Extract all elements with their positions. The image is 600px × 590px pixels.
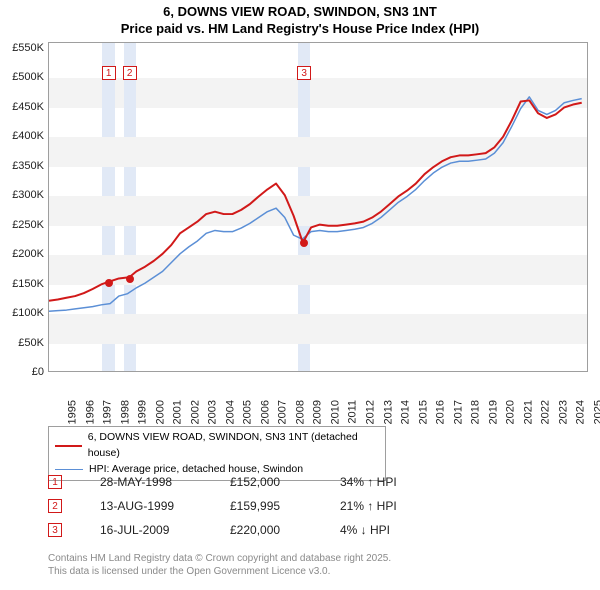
x-tick-label: 1998: [119, 400, 131, 424]
plot-area: 12 3: [48, 42, 588, 372]
chart: 12 3 £0 £50K £100K £150K £200K £250K £300K £350K…: [6, 42, 594, 420]
x-tick-label: 2003: [207, 400, 219, 424]
x-tick-label: 2006: [259, 400, 271, 424]
sale-dot: [300, 239, 308, 247]
x-tick-label: 2014: [400, 400, 412, 424]
x-tick-label: 2025: [592, 400, 600, 424]
x-tick-label: 1995: [66, 400, 78, 424]
x-tick-label: 2021: [522, 400, 534, 424]
sales-row-marker: 3: [48, 523, 62, 537]
sale-dot: [126, 275, 134, 283]
attribution-line-2: This data is licensed under the Open Gov…: [48, 565, 391, 578]
y-tick-label: £150K: [4, 278, 44, 290]
x-tick-label: 2005: [242, 400, 254, 424]
sale-marker-box: 1: [102, 66, 116, 80]
y-tick-label: £100K: [4, 307, 44, 319]
y-tick-label: £450K: [4, 101, 44, 113]
title-line-2: Price paid vs. HM Land Registry's House …: [0, 21, 600, 38]
attribution: Contains HM Land Registry data © Crown c…: [48, 552, 391, 578]
x-tick-label: 1997: [102, 400, 114, 424]
sales-table: 1 28-MAY-1998£152,00034% ↑ HPI 2 13-AUG-199…: [48, 470, 450, 542]
x-tick-label: 2024: [575, 400, 587, 424]
sale-marker-box: 2: [123, 66, 137, 80]
series-price_paid: [49, 100, 582, 300]
sales-row-price: £220,000: [230, 523, 340, 537]
legend-row: 6, DOWNS VIEW ROAD, SWINDON, SN3 1NT (de…: [55, 430, 379, 462]
x-tick-label: 2008: [294, 400, 306, 424]
x-tick-label: 2009: [312, 400, 324, 424]
sales-row-date: 16-JUL-2009: [100, 523, 230, 537]
x-tick-label: 2010: [329, 400, 341, 424]
x-tick-label: 2007: [277, 400, 289, 424]
sales-row-delta: 34% ↑ HPI: [340, 475, 450, 489]
x-tick-label: 2022: [540, 400, 552, 424]
chart-lines-svg: [49, 43, 587, 371]
y-tick-label: £0: [4, 366, 44, 378]
sales-row: 3 16-JUL-2009£220,0004% ↓ HPI: [48, 518, 450, 542]
y-tick-label: £350K: [4, 160, 44, 172]
attribution-line-1: Contains HM Land Registry data © Crown c…: [48, 552, 391, 565]
sale-marker-box: 3: [297, 66, 311, 80]
sales-row-price: £152,000: [230, 475, 340, 489]
x-tick-label: 2018: [470, 400, 482, 424]
x-tick-label: 2001: [172, 400, 184, 424]
x-tick-label: 2016: [435, 400, 447, 424]
x-tick-label: 2023: [557, 400, 569, 424]
x-tick-label: 2011: [346, 400, 358, 424]
sales-row-date: 28-MAY-1998: [100, 475, 230, 489]
sale-dot: [105, 279, 113, 287]
sales-row: 1 28-MAY-1998£152,00034% ↑ HPI: [48, 470, 450, 494]
y-tick-label: £400K: [4, 130, 44, 142]
x-tick-label: 2004: [224, 400, 236, 424]
x-tick-label: 1996: [84, 400, 96, 424]
sales-row-price: £159,995: [230, 499, 340, 513]
x-tick-label: 1999: [137, 400, 149, 424]
y-tick-label: £550K: [4, 42, 44, 54]
legend-swatch: [55, 445, 82, 447]
sales-row-marker: 2: [48, 499, 62, 513]
chart-title-block: 6, DOWNS VIEW ROAD, SWINDON, SN3 1NT Pri…: [0, 0, 600, 38]
sales-row-marker: 1: [48, 475, 62, 489]
x-tick-label: 2019: [487, 400, 499, 424]
x-tick-label: 2002: [189, 400, 201, 424]
y-tick-label: £300K: [4, 189, 44, 201]
x-tick-label: 2017: [452, 400, 464, 424]
legend-label: 6, DOWNS VIEW ROAD, SWINDON, SN3 1NT (de…: [88, 430, 379, 462]
y-tick-label: £200K: [4, 248, 44, 260]
y-tick-label: £500K: [4, 71, 44, 83]
sales-row-delta: 21% ↑ HPI: [340, 499, 450, 513]
x-tick-label: 2000: [154, 400, 166, 424]
y-tick-label: £50K: [4, 337, 44, 349]
x-tick-label: 2012: [365, 400, 377, 424]
y-tick-label: £250K: [4, 219, 44, 231]
x-tick-label: 2020: [505, 400, 517, 424]
x-tick-label: 2015: [417, 400, 429, 424]
sales-row: 2 13-AUG-1999£159,99521% ↑ HPI: [48, 494, 450, 518]
x-tick-label: 2013: [382, 400, 394, 424]
sales-row-delta: 4% ↓ HPI: [340, 523, 450, 537]
title-line-1: 6, DOWNS VIEW ROAD, SWINDON, SN3 1NT: [0, 4, 600, 21]
sales-row-date: 13-AUG-1999: [100, 499, 230, 513]
